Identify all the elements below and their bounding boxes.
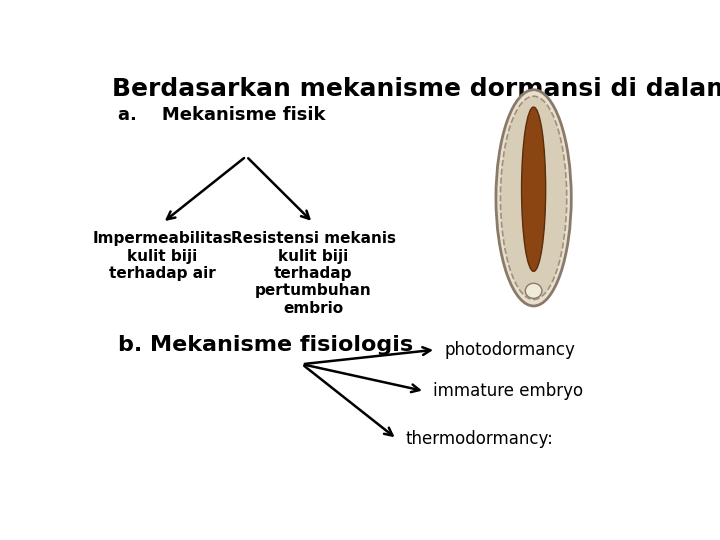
Text: thermodormancy:: thermodormancy:: [405, 430, 553, 448]
Text: immature embryo: immature embryo: [433, 382, 583, 400]
Text: a.    Mekanisme fisik: a. Mekanisme fisik: [118, 106, 325, 124]
Ellipse shape: [496, 90, 571, 306]
Ellipse shape: [521, 107, 546, 272]
Text: Resistensi mekanis
kulit biji
terhadap
pertumbuhan
embrio: Resistensi mekanis kulit biji terhadap p…: [230, 231, 396, 316]
Ellipse shape: [500, 96, 567, 300]
Ellipse shape: [526, 284, 542, 299]
Text: Berdasarkan mekanisme dormansi di dalam biji: Berdasarkan mekanisme dormansi di dalam …: [112, 77, 720, 102]
Text: Impermeabilitas
kulit biji
terhadap air: Impermeabilitas kulit biji terhadap air: [93, 231, 233, 281]
Text: photodormancy: photodormancy: [444, 341, 575, 359]
Text: b. Mekanisme fisiologis: b. Mekanisme fisiologis: [118, 335, 413, 355]
